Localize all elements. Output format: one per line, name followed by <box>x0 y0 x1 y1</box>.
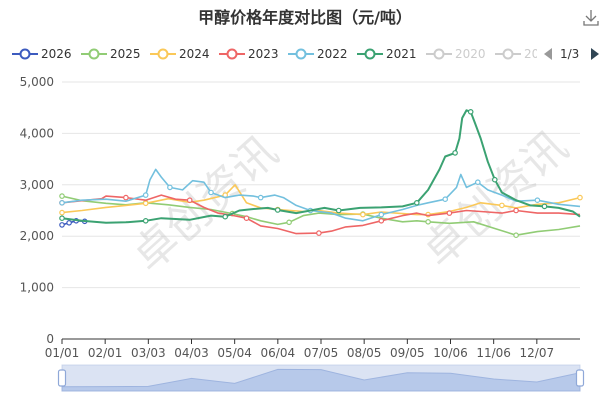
legend: 2026 2025 2024 2023 2022 2021 2020 20 1/3 <box>0 40 610 68</box>
series-2022[interactable] <box>59 168 581 222</box>
x-tick-label: 05/04 <box>217 346 252 360</box>
data-point[interactable] <box>378 218 385 224</box>
x-tick-label: 10/06 <box>433 346 468 360</box>
legend-label: 2020 <box>455 47 486 61</box>
legend-line-marker-icon <box>150 48 176 60</box>
legend-page-indicator: 1/3 <box>560 47 580 61</box>
data-point[interactable] <box>59 200 65 206</box>
data-point[interactable] <box>378 211 385 218</box>
plot-area: 卓创资讯 卓创资讯 01,0002,0003,0004,0005,00001/01… <box>20 75 583 360</box>
zoom-handle-right[interactable] <box>575 369 585 387</box>
x-tick-label: 07/05 <box>304 346 339 360</box>
data-point[interactable] <box>316 230 322 236</box>
data-point[interactable] <box>167 184 173 191</box>
data-point[interactable] <box>425 219 431 225</box>
legend-label: 2021 <box>386 47 417 61</box>
triangle-right-icon[interactable] <box>590 48 600 60</box>
data-point[interactable] <box>534 197 541 204</box>
legend-line-marker-icon <box>219 48 245 60</box>
data-point[interactable] <box>123 194 129 201</box>
legend-line-marker-icon <box>81 48 107 60</box>
data-point[interactable] <box>66 220 72 226</box>
zoom-handle-left[interactable] <box>57 369 67 387</box>
data-point[interactable] <box>491 176 498 183</box>
data-point[interactable] <box>335 207 342 214</box>
data-point[interactable] <box>142 218 149 224</box>
series-line <box>61 109 581 224</box>
grid <box>62 81 580 289</box>
data-point[interactable] <box>257 194 264 201</box>
data-point[interactable] <box>243 215 250 222</box>
data-point[interactable] <box>59 222 65 228</box>
data-point[interactable] <box>360 211 366 218</box>
y-tick-label: 2,000 <box>20 229 54 243</box>
data-point[interactable] <box>208 189 214 196</box>
series-line <box>61 168 581 222</box>
legend-label: 2022 <box>317 47 348 61</box>
series-2021[interactable] <box>59 109 581 224</box>
legend-line-marker-icon <box>12 48 38 60</box>
x-tick-label: 12/07 <box>520 346 555 360</box>
data-point[interactable] <box>274 207 281 213</box>
data-point[interactable] <box>452 150 458 156</box>
legend-line-marker-icon <box>495 48 521 60</box>
chart-title: 甲醇价格年度对比图（元/吨） <box>198 8 412 27</box>
legend-line-marker-icon <box>357 48 383 60</box>
data-point[interactable] <box>186 197 193 204</box>
y-tick-label: 1,000 <box>20 281 54 295</box>
x-tick-label: 04/03 <box>174 346 209 360</box>
axes: 0 1,000 2,000 3,000 4,000 5,000 01/01 02/01 03/0… <box>20 75 580 360</box>
zoom-track <box>61 364 581 392</box>
zoom-selected-range <box>62 365 580 391</box>
watermark-text: 卓创资讯 <box>413 121 578 277</box>
legend-label: 2025 <box>110 47 141 61</box>
legend-items: 2026 2025 2024 2023 2022 2021 2020 20 <box>0 40 537 68</box>
legend-label: 2026 <box>41 47 72 61</box>
data-point[interactable] <box>541 203 548 210</box>
x-tick-label: 02/01 <box>88 346 123 360</box>
zoom-preview <box>61 368 581 392</box>
data-point[interactable] <box>499 202 505 209</box>
y-tick-label: 5,000 <box>20 75 54 89</box>
data-point[interactable] <box>467 109 474 115</box>
legend-label: 2024 <box>179 47 210 61</box>
series-2023[interactable] <box>59 194 581 236</box>
y-tick-label: 4,000 <box>20 126 54 140</box>
data-point[interactable] <box>222 213 229 220</box>
legend-label: 20 <box>524 47 537 61</box>
legend-line-marker-icon <box>426 48 452 60</box>
triangle-left-icon[interactable] <box>543 48 553 60</box>
series-layer <box>59 109 583 239</box>
data-point[interactable] <box>286 219 292 226</box>
x-tick-label: 11/06 <box>476 346 511 360</box>
data-point[interactable] <box>513 207 519 214</box>
x-tick-label: 09/05 <box>390 346 425 360</box>
legend-line-marker-icon <box>288 48 314 60</box>
data-point[interactable] <box>513 232 519 239</box>
x-tick-label: 06/04 <box>261 346 296 360</box>
download-icon[interactable] <box>583 9 599 27</box>
data-point[interactable] <box>442 196 449 203</box>
y-tick-label: 0 <box>46 332 54 346</box>
data-point[interactable] <box>446 210 453 216</box>
x-tick-label: 08/05 <box>347 346 382 360</box>
series-line <box>61 195 581 236</box>
x-tick-label: 03/03 <box>131 346 166 360</box>
y-tick-label: 3,000 <box>20 178 54 192</box>
series-line <box>61 184 581 216</box>
data-point[interactable] <box>474 179 481 186</box>
x-tick-label: 01/01 <box>45 346 80 360</box>
data-point[interactable] <box>59 215 65 222</box>
data-point[interactable] <box>59 209 65 216</box>
data-point[interactable] <box>577 194 583 201</box>
series-line <box>61 194 581 235</box>
series-2024[interactable] <box>59 184 583 218</box>
legend-label: 2023 <box>248 47 279 61</box>
data-point[interactable] <box>59 193 65 199</box>
data-point[interactable] <box>413 200 420 206</box>
data-point[interactable] <box>142 200 149 207</box>
data-point[interactable] <box>142 192 149 198</box>
